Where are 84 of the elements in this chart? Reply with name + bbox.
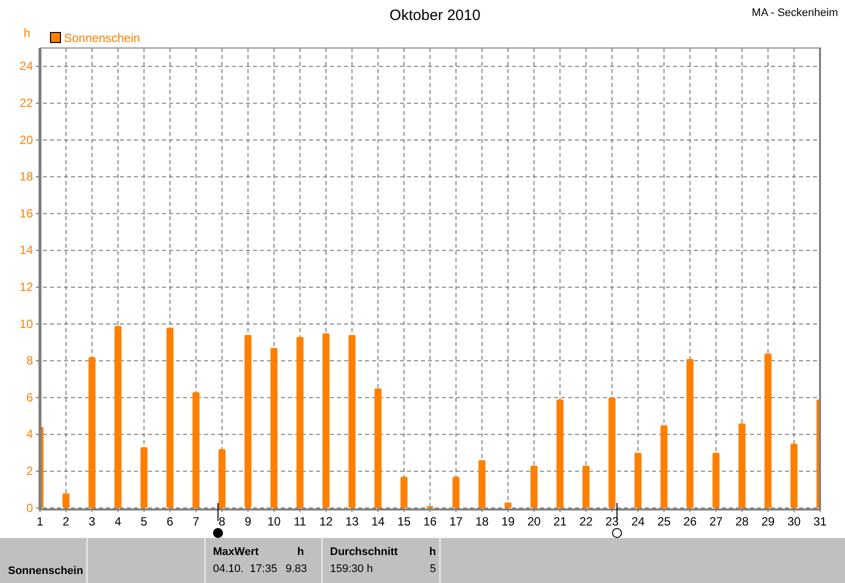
x-tick-label: 12: [319, 514, 333, 529]
x-tick-label: 7: [192, 514, 200, 529]
x-tick-label: 14: [371, 514, 385, 529]
bar: [62, 493, 70, 508]
bar: [400, 476, 408, 508]
bar: [686, 358, 694, 508]
bar: [504, 502, 512, 508]
x-tick-label: 11: [294, 514, 307, 529]
bar: [764, 353, 772, 508]
bar: [270, 348, 278, 508]
y-axis-title: h: [24, 26, 30, 40]
y-tick-label: 10: [20, 316, 34, 331]
y-tick-label: 2: [26, 464, 34, 478]
bar: [452, 476, 460, 508]
bar: [712, 452, 720, 508]
text: 5: [430, 563, 436, 575]
x-tick-label: 31: [813, 514, 827, 529]
x-tick-label: 15: [397, 514, 411, 529]
x-tick-label: 24: [631, 514, 645, 529]
x-tick-label: 6: [166, 514, 174, 529]
bar: [192, 392, 200, 508]
text: Sonnenschein: [8, 565, 84, 577]
y-tick-label: 16: [20, 206, 34, 220]
bar: [348, 335, 356, 508]
y-tick-label: 24: [20, 59, 34, 74]
bar: [790, 444, 798, 508]
x-tick-label: 22: [579, 514, 593, 529]
x-tick-label: 8: [218, 514, 226, 529]
bar: [478, 460, 486, 508]
bar: [530, 466, 538, 508]
x-tick-label: 30: [787, 514, 801, 529]
x-tick-label: 26: [683, 514, 697, 529]
y-tick-label: 12: [20, 280, 34, 294]
x-tick-label: 27: [709, 514, 723, 529]
bar: [166, 328, 174, 508]
x-tick-label: 5: [140, 514, 148, 529]
x-tick-label: 16: [423, 514, 437, 529]
text: h: [429, 546, 436, 558]
text: 159:30 h: [330, 563, 373, 575]
y-tick-label: 14: [20, 243, 34, 258]
y-tick-label: 8: [26, 354, 34, 368]
x-tick-label: 18: [475, 514, 489, 529]
x-tick-label: 10: [267, 514, 281, 529]
y-tick-label: 22: [20, 96, 34, 110]
bar: [374, 388, 382, 508]
x-tick-label: 13: [345, 514, 359, 529]
bar: [114, 326, 122, 508]
x-tick-label: 19: [501, 514, 515, 529]
y-tick-label: 4: [26, 427, 34, 442]
chart-title: Oktober 2010: [390, 7, 480, 24]
bar: [296, 336, 304, 508]
x-tick-label: 9: [244, 514, 252, 529]
x-tick-label: 29: [761, 514, 775, 529]
text: h: [297, 546, 304, 558]
y-tick-label: 0: [26, 500, 34, 515]
y-tick-label: 20: [20, 132, 34, 147]
x-tick-label: 3: [88, 514, 96, 529]
x-tick-label: 4: [114, 514, 122, 529]
x-tick-label: 1: [36, 514, 44, 529]
bar: [738, 423, 746, 508]
bar: [88, 357, 96, 508]
bar: [140, 447, 148, 508]
text: MaxWert: [213, 546, 259, 558]
x-tick-label: 20: [527, 514, 541, 529]
y-tick-label: 6: [26, 390, 34, 404]
bar: [582, 466, 590, 508]
y-tick-label: 18: [20, 170, 34, 184]
x-tick-label: 25: [657, 514, 671, 529]
text: 9.83: [286, 563, 307, 575]
bar: [218, 449, 226, 508]
x-tick-label: 2: [62, 514, 70, 529]
bar: [608, 398, 616, 508]
legend-label: Sonnenschein: [64, 31, 140, 45]
bar: [244, 335, 252, 508]
bar: [660, 425, 668, 508]
text: Durchschnitt: [330, 546, 398, 558]
text: MA - Seckenheim: [752, 7, 838, 19]
x-tick-label: 17: [449, 514, 463, 529]
x-tick-label: 21: [553, 514, 567, 529]
bar: [322, 333, 330, 508]
bar: [556, 399, 564, 508]
bar: [634, 452, 642, 508]
x-tick-label: 28: [735, 514, 749, 529]
text: 04.10. 17:35: [213, 563, 278, 575]
